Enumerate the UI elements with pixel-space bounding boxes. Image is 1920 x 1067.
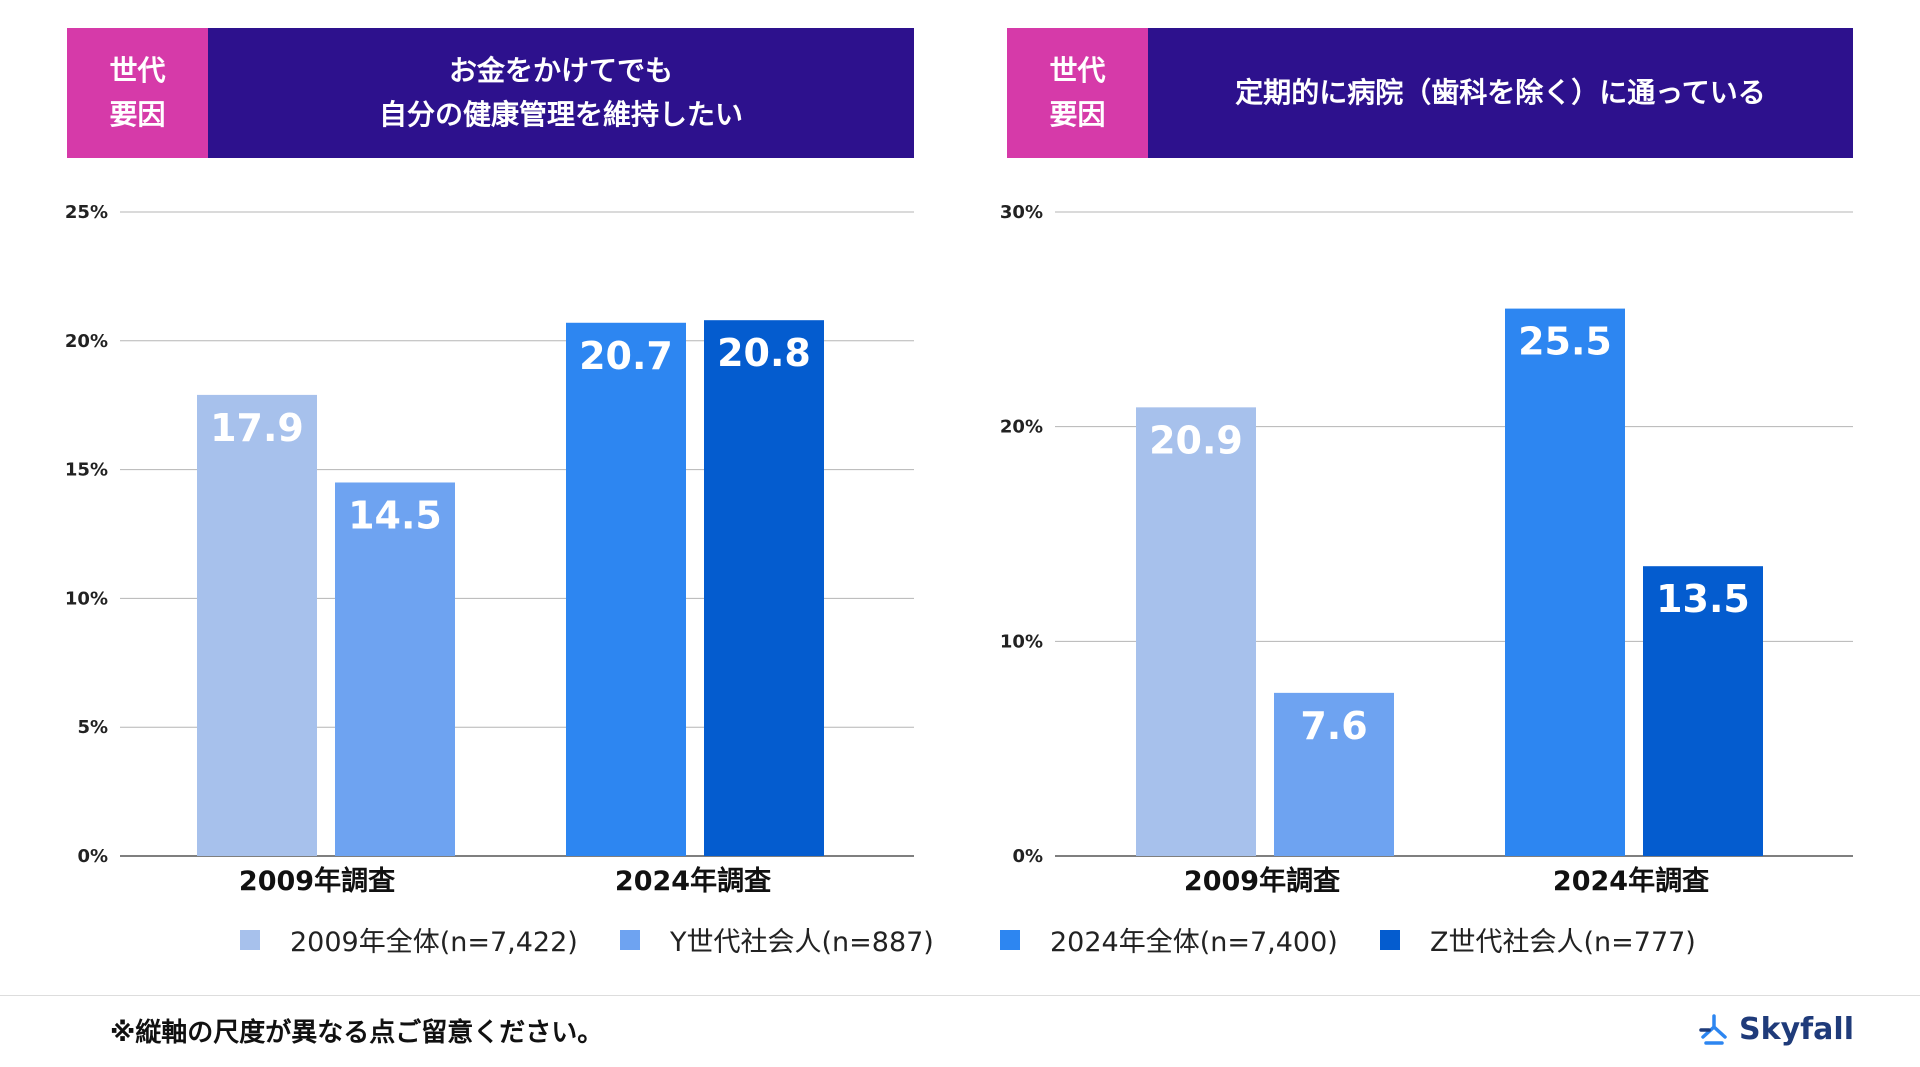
right-ytick-label: 0%: [1012, 846, 1043, 867]
right-bar-4: [1643, 566, 1763, 856]
right-ytick-label: 20%: [1000, 417, 1043, 438]
left-bar-4: [704, 320, 824, 856]
left-category-label: 2009年調査: [239, 865, 395, 897]
left-ytick-label: 15%: [65, 460, 108, 481]
legend-item-2024-overall: 2024年全体(n=7,400): [1000, 920, 1380, 959]
left-category-label: 2024年調査: [615, 865, 771, 897]
left-bar-value-label: 20.8: [717, 331, 811, 375]
brand-logo: Skyfall: [1697, 1012, 1854, 1047]
left-bar-value-label: 17.9: [210, 406, 304, 450]
legend-swatch-gen-y: [620, 929, 640, 950]
right-category-label: 2009年調査: [1184, 865, 1340, 897]
left-bar-3: [566, 322, 686, 856]
legend-item-gen-y: Y世代社会人(n=887): [620, 920, 1000, 959]
legend-label-2024-overall: 2024年全体(n=7,400): [1050, 927, 1338, 958]
left-ytick-label: 25%: [65, 202, 108, 223]
left-chart-title: お金をかけてでも 自分の健康管理を維持したい: [208, 28, 914, 158]
left-tag-badge: 世代 要因: [67, 28, 208, 158]
legend-item-2009-overall: 2009年全体(n=7,422): [240, 920, 620, 959]
right-bar-1: [1136, 407, 1256, 856]
right-bar-2: [1274, 692, 1394, 856]
footer-note: ※縦軸の尺度が異なる点ご留意ください。: [110, 1018, 604, 1048]
right-bar-value-label: 20.9: [1149, 418, 1243, 462]
chart-legend: 2009年全体(n=7,422) Y世代社会人(n=887) 2024年全体(n…: [240, 920, 1696, 959]
left-ytick-label: 10%: [65, 588, 108, 609]
right-tag-line-1: 世代: [1049, 54, 1106, 87]
right-category-label: 2024年調査: [1553, 865, 1709, 897]
left-tag-line-1: 世代: [109, 54, 166, 87]
legend-swatch-2024-overall: [1000, 929, 1020, 950]
right-ytick-label: 30%: [1000, 202, 1043, 223]
bar-charts: 0% 5% 10% 15% 20% 25% 2009年調査 2024年調査 17.9 14.5 20…: [65, 202, 1853, 897]
left-tag-line-2: 要因: [109, 98, 166, 131]
right-tag-line-2: 要因: [1049, 98, 1106, 131]
left-bar-2: [335, 482, 455, 856]
legend-label-gen-z: Z世代社会人(n=777): [1430, 927, 1696, 958]
right-chart-title: 定期的に病院（歯科を除く）に通っている: [1148, 28, 1853, 158]
legend-swatch-2009-overall: [240, 929, 260, 950]
legend-label-gen-y: Y世代社会人(n=887): [670, 927, 934, 958]
right-bar-value-label: 13.5: [1656, 577, 1750, 621]
right-panel-header: 世代 要因 定期的に病院（歯科を除く）に通っている: [1007, 28, 1853, 158]
right-bar-value-label: 7.6: [1300, 704, 1367, 748]
right-title-line-1: 定期的に病院（歯科を除く）に通っている: [1235, 76, 1766, 109]
legend-item-gen-z: Z世代社会人(n=777): [1380, 920, 1696, 959]
legend-label-2009-overall: 2009年全体(n=7,422): [290, 927, 578, 958]
right-ytick-label: 10%: [1000, 631, 1043, 652]
left-bar-value-label: 14.5: [348, 493, 442, 537]
left-bar-1: [197, 394, 317, 856]
left-ytick-label: 0%: [77, 846, 108, 867]
right-tag-badge: 世代 要因: [1007, 28, 1148, 158]
left-panel-header: 世代 要因 お金をかけてでも 自分の健康管理を維持したい: [67, 28, 914, 158]
left-title-line-2: 自分の健康管理を維持したい: [378, 98, 743, 131]
left-ytick-label: 20%: [65, 331, 108, 352]
brand-name: Skyfall: [1739, 1012, 1854, 1047]
skyfall-logo-icon: [1699, 1013, 1727, 1045]
right-bar-value-label: 25.5: [1518, 320, 1612, 364]
right-bar-3: [1505, 308, 1625, 857]
left-title-line-1: お金をかけてでも: [448, 54, 673, 87]
legend-swatch-gen-z: [1380, 929, 1400, 950]
left-bar-value-label: 20.7: [579, 334, 673, 378]
footer-divider: [0, 995, 1920, 996]
left-ytick-label: 5%: [77, 717, 108, 738]
